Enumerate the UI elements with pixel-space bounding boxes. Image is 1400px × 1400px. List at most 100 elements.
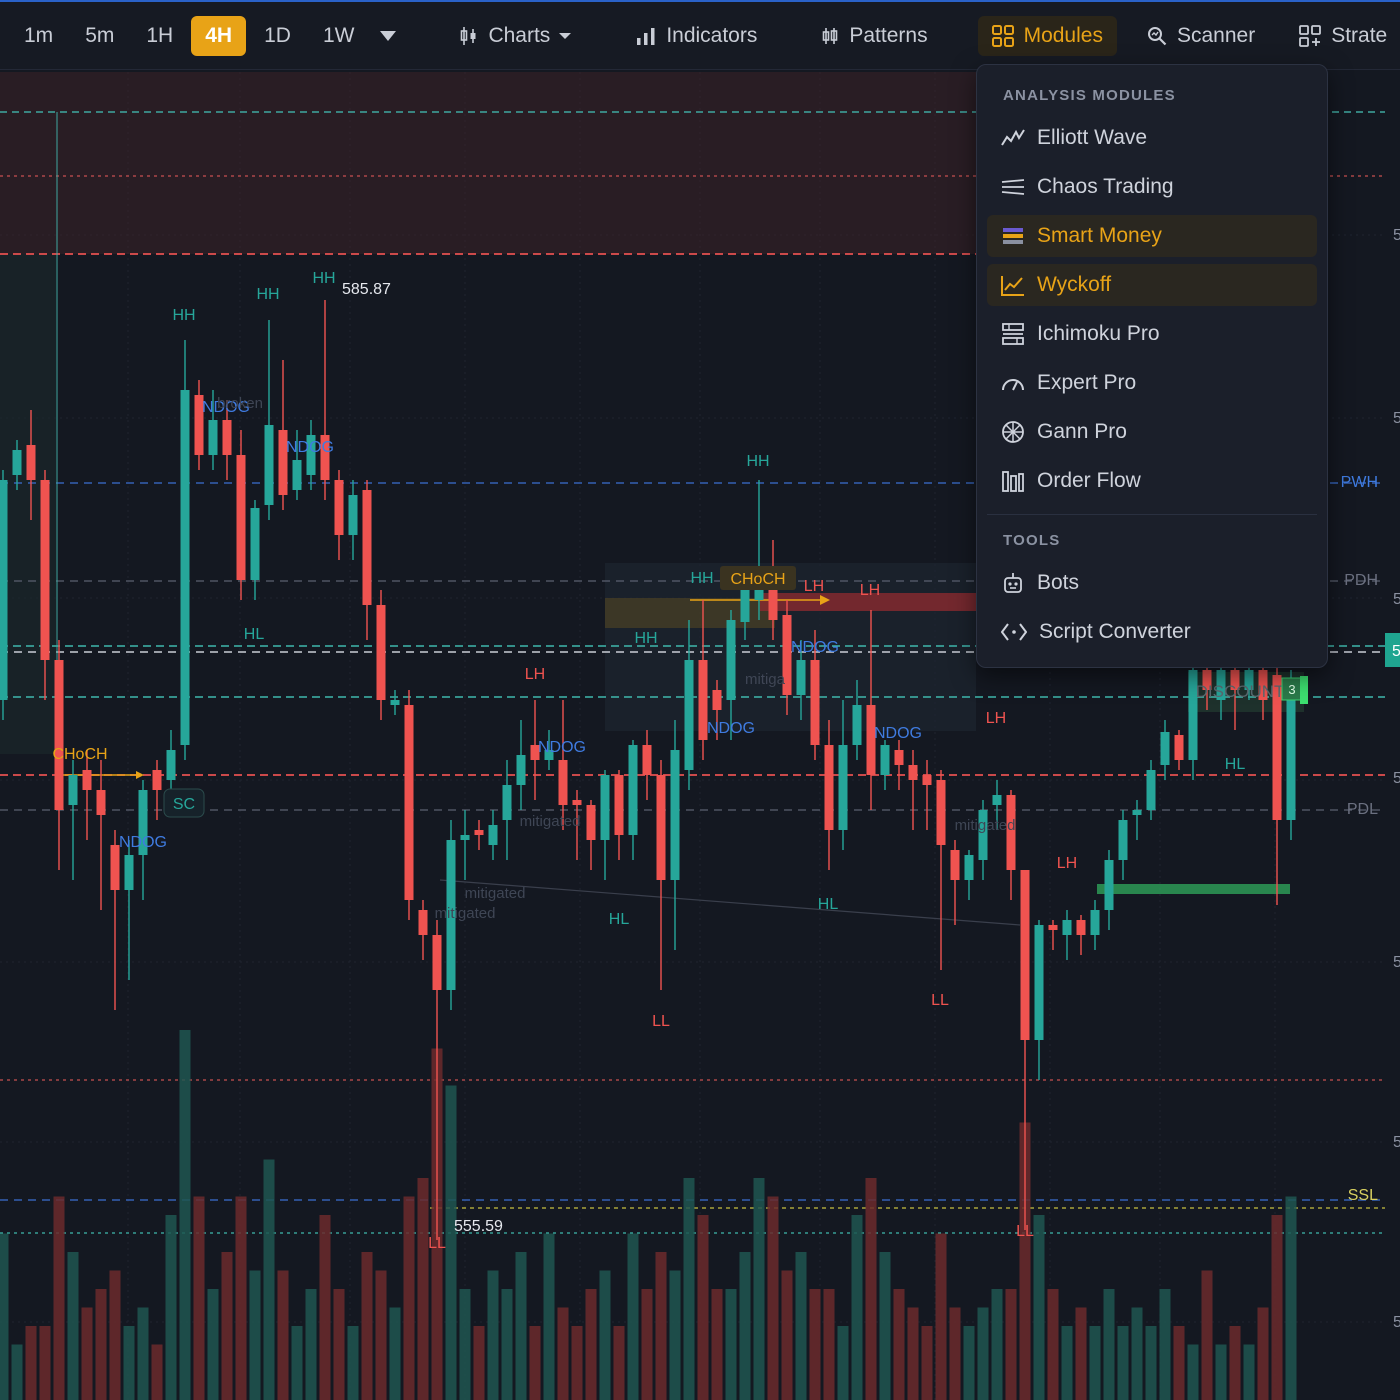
volume-bar bbox=[1019, 1122, 1031, 1400]
candle-body bbox=[656, 775, 666, 880]
volume-bar bbox=[291, 1326, 303, 1400]
menu-item-order-flow[interactable]: Order Flow bbox=[987, 460, 1317, 502]
indicators-button[interactable]: Indicators bbox=[622, 16, 771, 56]
faint-annotation: mitigated bbox=[435, 905, 496, 922]
chaos-lines-icon bbox=[1001, 179, 1025, 195]
volume-bar bbox=[1005, 1289, 1017, 1400]
menu-item-label: Ichimoku Pro bbox=[1037, 322, 1160, 345]
ndog-label: NDOG bbox=[286, 439, 334, 456]
candle-body bbox=[306, 435, 316, 475]
candle-body bbox=[1272, 675, 1282, 820]
volume-bar bbox=[893, 1289, 905, 1400]
menu-item-label: Bots bbox=[1037, 571, 1080, 594]
structure-label-hh: HH bbox=[746, 453, 769, 470]
volume-bar bbox=[25, 1326, 37, 1400]
volume-bar bbox=[459, 1289, 471, 1400]
candle-body bbox=[348, 495, 358, 535]
volume-bar bbox=[767, 1196, 779, 1400]
modules-button[interactable]: Modules bbox=[977, 15, 1117, 56]
faint-annotation: mitigated bbox=[955, 817, 1016, 834]
volume-bar bbox=[67, 1252, 79, 1400]
volume-bar bbox=[165, 1215, 177, 1400]
volume-bar bbox=[781, 1270, 793, 1400]
patterns-button[interactable]: Patterns bbox=[807, 16, 941, 56]
candle-body bbox=[82, 770, 92, 790]
order-flow-icon bbox=[1002, 471, 1024, 492]
candle-body bbox=[782, 615, 792, 695]
structure-label-ll: LL bbox=[931, 992, 949, 1009]
volume-bar bbox=[585, 1289, 597, 1400]
ndog-label: NDOG bbox=[707, 720, 755, 737]
candle-body bbox=[1160, 732, 1170, 765]
structure-label-hl: HL bbox=[1225, 756, 1246, 773]
price-axis-tick: 5 bbox=[1393, 770, 1400, 787]
menu-item-label: Chaos Trading bbox=[1037, 175, 1174, 198]
candle-body bbox=[320, 435, 330, 480]
menu-item-bots[interactable]: Bots bbox=[987, 562, 1317, 604]
faint-annotation: broken bbox=[217, 395, 263, 412]
menu-item-wyckoff[interactable]: Wyckoff bbox=[987, 264, 1317, 306]
candle-body bbox=[922, 775, 932, 785]
timeframe-1d[interactable]: 1D bbox=[264, 23, 291, 47]
menu-item-ichimoku-pro[interactable]: Ichimoku Pro bbox=[987, 313, 1317, 355]
timeframe-1h[interactable]: 1H bbox=[146, 23, 174, 47]
smart-money-icon bbox=[1003, 228, 1023, 244]
charts-button[interactable]: Charts bbox=[446, 16, 586, 56]
volume-bar bbox=[0, 1233, 9, 1400]
timeframe-5m[interactable]: 5m bbox=[85, 23, 115, 47]
volume-bar bbox=[39, 1326, 51, 1400]
strategies-button[interactable]: Strate bbox=[1285, 16, 1400, 56]
candle-body bbox=[852, 705, 862, 745]
timeframe-1w[interactable]: 1W bbox=[322, 23, 355, 47]
price-chart[interactable]: HHHHHHHHHLLHHHHHLHLHHHHLLLHLLHLLLHHLLLLL… bbox=[0, 70, 1400, 1400]
faint-annotation: mitiga bbox=[745, 671, 786, 688]
menu-item-gann-pro[interactable]: Gann Pro bbox=[987, 411, 1317, 453]
candle-body bbox=[1006, 795, 1016, 870]
timeframe-4h[interactable]: 4H bbox=[191, 15, 247, 56]
volume-bar bbox=[613, 1326, 625, 1400]
chevron-down-icon bbox=[559, 32, 572, 39]
structure-label-hh: HH bbox=[172, 307, 195, 324]
volume-bar bbox=[739, 1252, 751, 1400]
menu-item-chaos-trading[interactable]: Chaos Trading bbox=[987, 166, 1317, 208]
candle-body bbox=[334, 480, 344, 535]
low-price-label: 555.59 bbox=[454, 1218, 503, 1235]
timeframe-dropdown-icon[interactable] bbox=[380, 30, 397, 41]
scanner-button[interactable]: Scanner bbox=[1133, 16, 1269, 56]
candle-body bbox=[138, 790, 148, 855]
candle-body bbox=[796, 660, 806, 695]
price-axis-tick: 5 bbox=[1393, 954, 1400, 971]
premium-zone bbox=[0, 72, 976, 254]
candle-body bbox=[530, 745, 540, 760]
volume-bar bbox=[935, 1233, 947, 1400]
candle-body bbox=[68, 775, 78, 805]
demand-zone-green bbox=[1097, 884, 1290, 894]
candle-body bbox=[600, 775, 610, 840]
bos-arrow-head bbox=[820, 595, 830, 605]
candle-body bbox=[1034, 925, 1044, 1040]
volume-bar bbox=[1201, 1270, 1213, 1400]
menu-item-elliott-wave[interactable]: Elliott Wave bbox=[987, 117, 1317, 159]
menu-item-label: Order Flow bbox=[1037, 469, 1141, 492]
candle-body bbox=[572, 800, 582, 805]
volume-bar bbox=[627, 1233, 639, 1400]
volume-bar bbox=[109, 1270, 121, 1400]
candle-body bbox=[1076, 920, 1086, 935]
volume-bar bbox=[235, 1196, 247, 1400]
timeframe-1m[interactable]: 1m bbox=[24, 23, 54, 47]
candle-body bbox=[516, 755, 526, 785]
menu-item-label: Smart Money bbox=[1037, 224, 1162, 247]
sc-badge bbox=[163, 788, 205, 818]
menu-item-smart-money[interactable]: Smart Money bbox=[987, 215, 1317, 257]
pdh-label: PDH bbox=[1344, 572, 1378, 589]
volume-bar bbox=[991, 1289, 1003, 1400]
menu-item-script-converter[interactable]: Script Converter bbox=[987, 611, 1317, 653]
structure-label-lh: LH bbox=[1057, 855, 1077, 872]
pdl-label: PDL bbox=[1347, 801, 1378, 818]
toolbar: 1m 5m 1H 4H 1D 1W Charts Indicators Patt… bbox=[0, 0, 1400, 70]
candle-body bbox=[1230, 670, 1240, 690]
menu-item-expert-pro[interactable]: Expert Pro bbox=[987, 362, 1317, 404]
candle-body bbox=[1104, 860, 1114, 910]
volume-bar bbox=[571, 1326, 583, 1400]
bar-chart-icon bbox=[637, 27, 655, 45]
